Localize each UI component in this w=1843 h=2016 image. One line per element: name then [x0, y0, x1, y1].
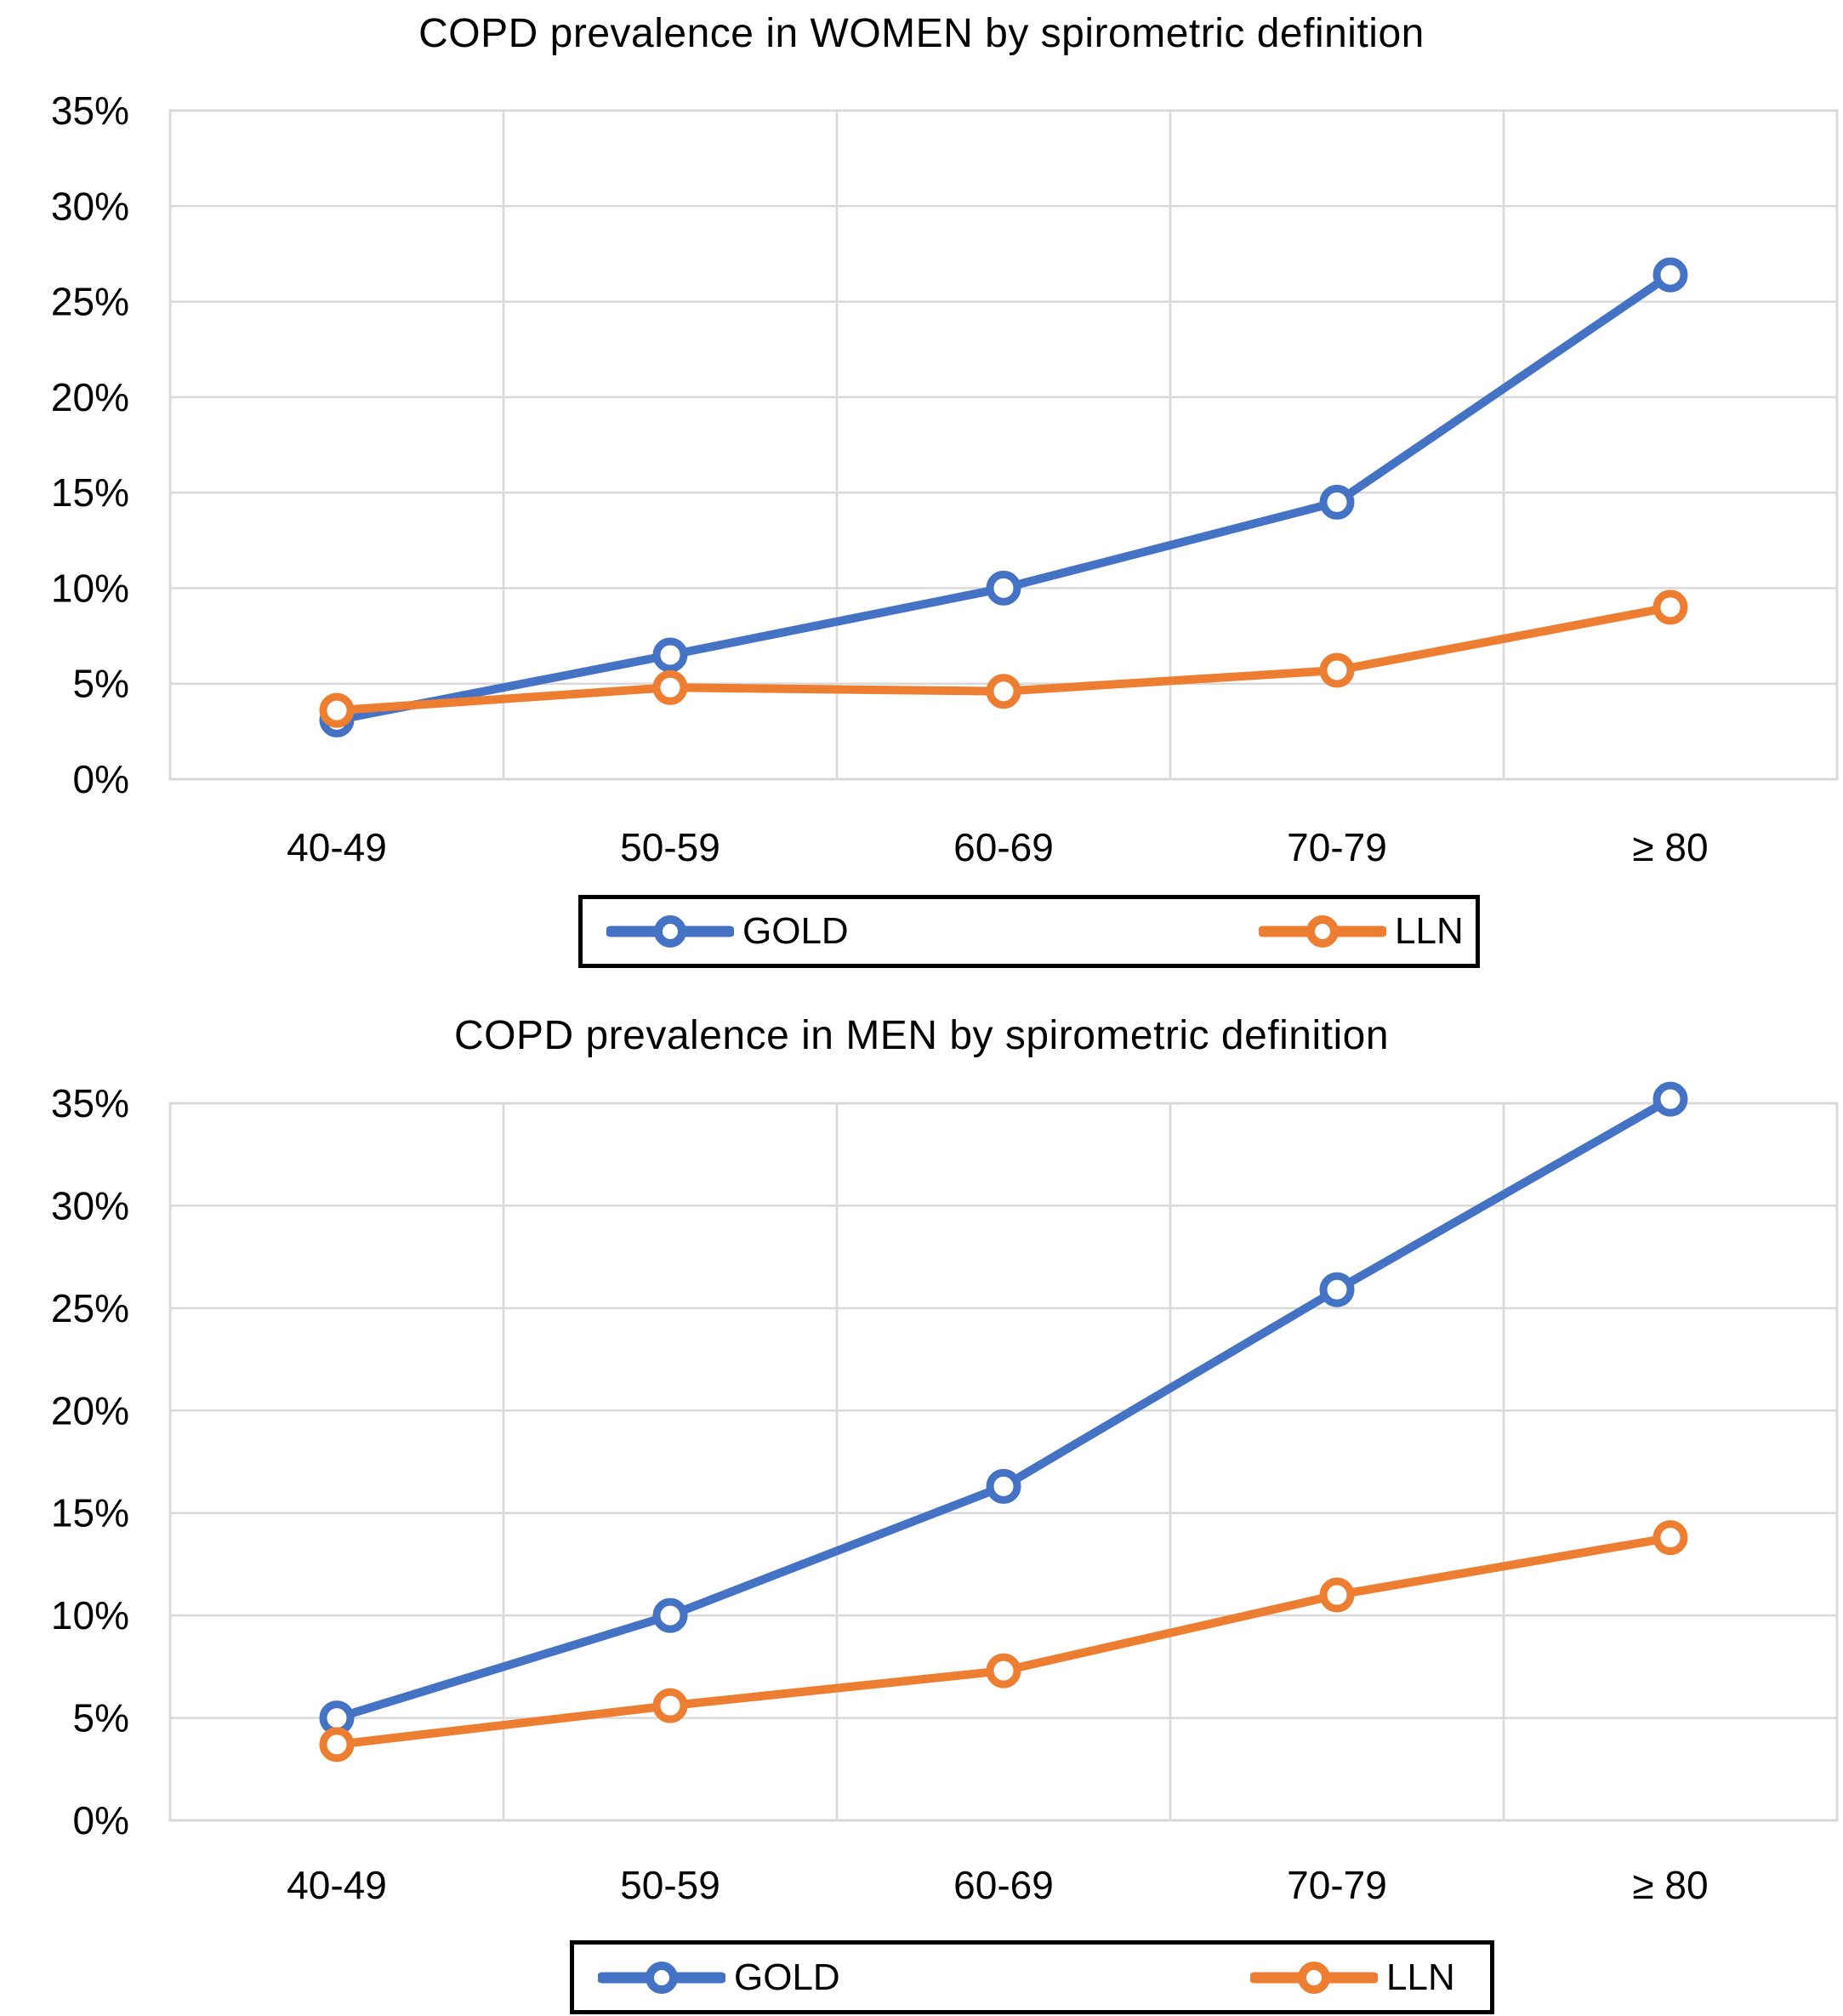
data-point-gold-≥ 80 [1652, 257, 1688, 293]
x-category-label: 50-59 [620, 825, 720, 869]
legend-label-gold: GOLD [734, 1956, 840, 1998]
data-point-lln-70-79 [1319, 1577, 1355, 1613]
legend-circle-sample [654, 915, 686, 948]
y-tick-label: 35% [51, 1081, 129, 1125]
y-tick-label: 30% [51, 1183, 129, 1227]
legend-label-lln: LLN [1395, 910, 1464, 952]
data-point-lln-40-49 [319, 692, 355, 728]
x-category-label: ≥ 80 [1632, 1863, 1708, 1907]
plot-border [168, 1102, 1839, 1822]
x-category-label: 60-69 [953, 825, 1054, 869]
x-category-label: 40-49 [287, 1863, 387, 1907]
y-tick-label: 15% [51, 1491, 129, 1535]
y-tick-label: 5% [73, 662, 129, 706]
legend-entry-gold: GOLD [606, 899, 849, 964]
series-line-lln [333, 1533, 1675, 1749]
y-tick-label: 30% [51, 184, 129, 228]
data-point-lln-60-69 [986, 1653, 1021, 1689]
legend-entry-gold: GOLD [598, 1945, 840, 2010]
data-point-gold-50-59 [652, 1597, 688, 1633]
data-point-lln-50-59 [652, 1688, 688, 1723]
x-category-label: 70-79 [1287, 1863, 1387, 1907]
y-tick-label: 35% [51, 88, 129, 133]
y-tick-label: 15% [51, 470, 129, 515]
data-point-lln-≥ 80 [1652, 589, 1688, 625]
data-point-lln-60-69 [986, 674, 1021, 709]
x-category-label: 60-69 [953, 1863, 1054, 1907]
legend-label-lln: LLN [1386, 1956, 1455, 1998]
series-line-gold [333, 271, 1675, 725]
data-point-gold-≥ 80 [1652, 1081, 1688, 1117]
chart-title-men: COPD prevalence in MEN by spirometric de… [453, 1013, 1390, 1058]
legend-marker-lln-icon [1250, 1961, 1378, 1994]
data-point-gold-70-79 [1319, 484, 1355, 520]
data-point-lln-50-59 [652, 669, 688, 705]
data-point-gold-60-69 [986, 570, 1021, 606]
legend-men: GOLD LLN [570, 1940, 1494, 2014]
y-tick-label: 0% [73, 757, 129, 801]
x-category-label: ≥ 80 [1632, 825, 1708, 869]
legend-marker-lln-icon [1259, 915, 1386, 948]
legend-marker-gold-icon [598, 1961, 725, 1994]
legend-entry-lln: LLN [1250, 1945, 1455, 2010]
x-category-label: 70-79 [1287, 825, 1387, 869]
x-category-label: 40-49 [287, 825, 387, 869]
legend-circle-sample [1306, 915, 1339, 948]
legend-circle-sample [1298, 1961, 1330, 1994]
y-tick-label: 5% [73, 1696, 129, 1740]
legend-entry-lln: LLN [1259, 899, 1464, 964]
y-tick-label: 20% [51, 1388, 129, 1432]
data-point-gold-60-69 [986, 1468, 1021, 1504]
y-tick-label: 10% [51, 1593, 129, 1637]
series-line-gold [333, 1095, 1675, 1723]
y-tick-label: 25% [51, 280, 129, 324]
data-point-lln-≥ 80 [1652, 1520, 1688, 1556]
y-tick-label: 25% [51, 1286, 129, 1330]
x-category-label: 50-59 [620, 1863, 720, 1907]
legend-label-gold: GOLD [742, 910, 849, 952]
y-tick-label: 0% [73, 1798, 129, 1842]
plot-border [168, 109, 1839, 781]
legend-marker-gold-icon [606, 915, 734, 948]
chart-title-women: COPD prevalence in WOMEN by spirometric … [418, 11, 1425, 56]
data-point-lln-40-49 [319, 1727, 355, 1763]
legend-circle-sample [646, 1961, 678, 1994]
legend-women: GOLD LLN [578, 895, 1480, 968]
y-tick-label: 20% [51, 375, 129, 419]
y-tick-label: 10% [51, 566, 129, 610]
data-point-gold-70-79 [1319, 1272, 1355, 1307]
data-point-lln-70-79 [1319, 652, 1355, 688]
data-point-gold-50-59 [652, 637, 688, 673]
